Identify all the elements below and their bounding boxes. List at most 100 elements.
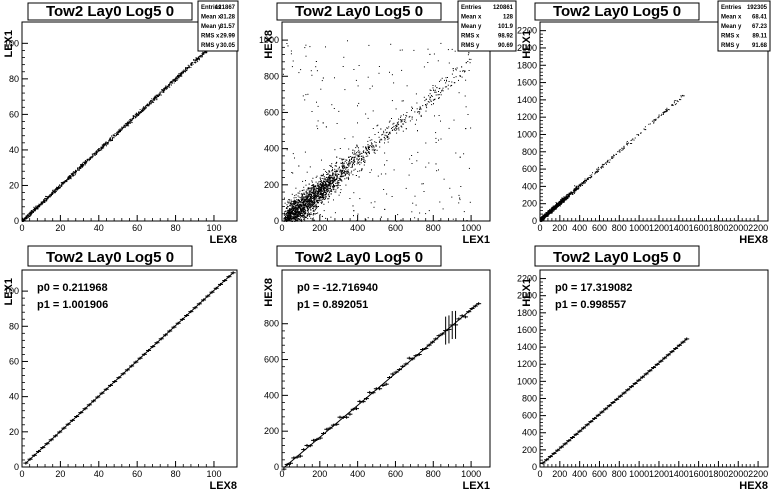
scatter-point bbox=[302, 193, 304, 195]
scatter-point bbox=[77, 169, 79, 171]
scatter-point bbox=[290, 212, 292, 213]
scatter-point bbox=[325, 170, 327, 172]
scatter-point bbox=[57, 187, 59, 189]
scatter-point bbox=[293, 201, 295, 203]
scatter-point bbox=[94, 154, 96, 156]
scatter-point bbox=[401, 126, 403, 128]
scatter-point bbox=[45, 198, 47, 200]
scatter-point bbox=[355, 154, 357, 156]
scatter-point bbox=[24, 217, 26, 219]
scatter-point bbox=[356, 163, 358, 165]
scatter-point bbox=[600, 166, 602, 168]
scatter-point bbox=[173, 79, 175, 81]
scatter-point bbox=[310, 217, 312, 219]
scatter-point bbox=[337, 168, 339, 170]
scatter-point bbox=[115, 135, 117, 136]
scatter-point bbox=[308, 195, 310, 197]
scatter-point bbox=[143, 106, 145, 108]
scatter-point bbox=[127, 122, 129, 124]
scatter-point bbox=[409, 115, 411, 117]
scatter-point bbox=[311, 181, 313, 183]
scatter-point bbox=[356, 157, 358, 159]
scatter-point bbox=[358, 102, 360, 104]
scatter-point bbox=[348, 148, 350, 150]
scatter-point bbox=[555, 202, 557, 203]
scatter-point bbox=[304, 196, 306, 198]
y-tick-label: 800 bbox=[264, 71, 279, 81]
scatter-point bbox=[164, 89, 166, 91]
scatter-point bbox=[309, 166, 311, 168]
scatter-point bbox=[195, 57, 197, 59]
scatter-point bbox=[58, 187, 60, 189]
scatter-point bbox=[292, 210, 294, 211]
scatter-point bbox=[78, 169, 80, 171]
scatter-point bbox=[68, 176, 70, 178]
scatter-point bbox=[52, 191, 54, 193]
scatter-point bbox=[342, 170, 344, 172]
scatter-point bbox=[352, 159, 354, 161]
scatter-point bbox=[296, 207, 298, 209]
scatter-point bbox=[313, 213, 314, 214]
scatter-point bbox=[301, 202, 303, 204]
scatter-point bbox=[667, 109, 669, 110]
scatter-point bbox=[325, 185, 327, 187]
scatter-point bbox=[159, 91, 161, 93]
scatter-point bbox=[299, 205, 301, 207]
scatter-point bbox=[294, 202, 295, 204]
scatter-point bbox=[329, 165, 331, 166]
scatter-point bbox=[406, 115, 408, 117]
scatter-point bbox=[357, 156, 359, 158]
scatter-point bbox=[294, 203, 296, 205]
scatter-point bbox=[296, 204, 298, 206]
scatter-point bbox=[81, 166, 83, 168]
x-tick-label: 2200 bbox=[748, 223, 768, 233]
scatter-point bbox=[323, 176, 325, 178]
scatter-point bbox=[141, 109, 142, 111]
scatter-point bbox=[371, 143, 373, 145]
scatter-point bbox=[317, 186, 319, 188]
scatter-point bbox=[326, 185, 328, 187]
scatter-point bbox=[618, 149, 620, 151]
scatter-point bbox=[72, 175, 74, 177]
scatter-point bbox=[342, 158, 344, 160]
scatter-point bbox=[326, 190, 328, 192]
scatter-point bbox=[324, 178, 326, 180]
scatter-point bbox=[663, 112, 665, 114]
scatter-point bbox=[352, 164, 354, 166]
scatter-point bbox=[101, 147, 103, 149]
scatter-point bbox=[336, 185, 338, 187]
scatter-point bbox=[372, 145, 374, 146]
scatter-point bbox=[191, 64, 192, 66]
scatter-point bbox=[184, 70, 186, 72]
scatter-point bbox=[338, 167, 340, 169]
scatter-point bbox=[194, 59, 196, 61]
scatter-point bbox=[314, 195, 315, 197]
scatter-point bbox=[286, 149, 288, 151]
scatter-point bbox=[296, 216, 298, 218]
y-tick-label: 1200 bbox=[517, 112, 537, 122]
scatter-point bbox=[71, 172, 73, 174]
scatter-point bbox=[321, 200, 323, 202]
scatter-point bbox=[336, 180, 338, 182]
scatter-point bbox=[138, 114, 140, 115]
scatter-point bbox=[393, 125, 395, 127]
scatter-point bbox=[285, 213, 287, 214]
y-axis-title: HEX1 bbox=[521, 30, 533, 59]
scatter-point bbox=[295, 205, 297, 207]
scatter-point bbox=[561, 197, 563, 199]
scatter-point bbox=[304, 47, 306, 49]
scatter-point bbox=[311, 74, 313, 76]
scatter-point bbox=[26, 216, 28, 218]
scatter-point bbox=[29, 215, 31, 217]
scatter-point bbox=[292, 203, 294, 205]
scatter-point bbox=[433, 90, 435, 91]
scatter-point bbox=[304, 204, 306, 205]
scatter-point bbox=[367, 151, 369, 153]
scatter-point bbox=[127, 123, 129, 125]
scatter-point bbox=[401, 120, 403, 122]
scatter-point bbox=[77, 167, 79, 168]
scatter-point bbox=[39, 204, 41, 206]
scatter-point bbox=[61, 183, 63, 185]
scatter-point bbox=[323, 181, 325, 183]
scatter-point bbox=[285, 217, 287, 219]
